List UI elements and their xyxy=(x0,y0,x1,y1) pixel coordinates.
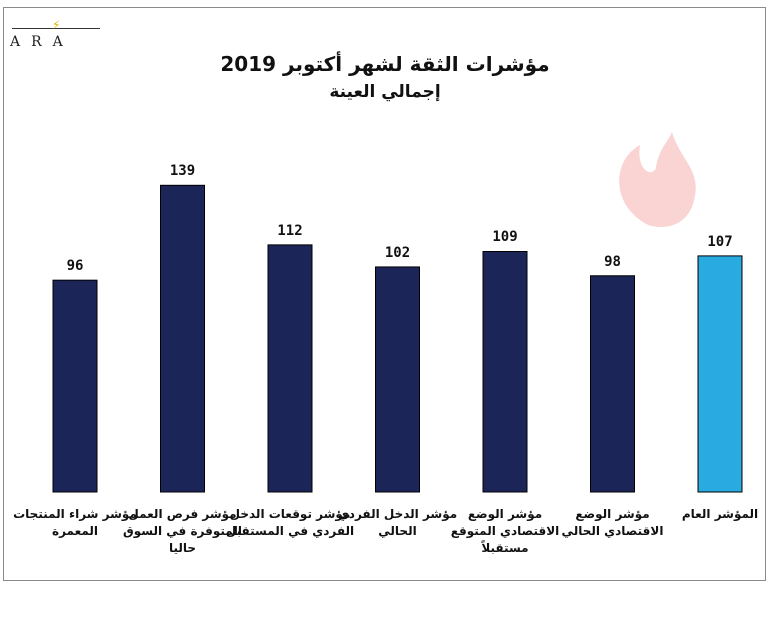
category-label-0: مؤشر شراء المنتجات المعمرة xyxy=(13,507,137,538)
bar-2 xyxy=(267,244,313,493)
bolt-icon: ⚡ xyxy=(52,18,61,32)
chart-subtitle: إجمالي العينة xyxy=(329,82,441,102)
data-label-1: 139 xyxy=(169,163,196,180)
bar-3 xyxy=(375,266,420,493)
bar-6 xyxy=(697,255,743,493)
logo-text: ARA xyxy=(10,34,74,50)
category-label-5: مؤشر الوضع الاقتصادي الحالي xyxy=(561,507,664,538)
category-label-4: مؤشر الوضع الاقتصادي المتوقع مستقبلاً xyxy=(450,507,560,555)
bar-4 xyxy=(482,250,528,493)
data-label-2: 112 xyxy=(277,222,303,239)
data-label-6: 107 xyxy=(707,233,733,250)
flame-watermark-icon xyxy=(619,132,696,228)
category-label-6: المؤشر العام xyxy=(681,507,759,521)
category-label-3: مؤشر الدخل الفردي الحالي xyxy=(337,507,458,538)
data-label-5: 98 xyxy=(604,253,621,270)
logo-line xyxy=(12,28,100,29)
category-label-1: مؤشر فرص العمل المتوفرة في السوق حاليا xyxy=(123,507,242,555)
bar-5 xyxy=(590,275,635,493)
data-label-0: 96 xyxy=(66,258,84,275)
category-label-2: مؤشر توقعات الدخل الفردي في المستقبل xyxy=(225,507,355,538)
bar-0 xyxy=(52,279,98,493)
data-label-3: 102 xyxy=(384,244,411,261)
watermark-flame xyxy=(619,132,696,228)
bar-1 xyxy=(160,184,205,493)
chart-title: مؤشرات الثقة لشهر أكتوبر 2019 xyxy=(220,52,550,76)
ara-logo: ⚡ ARA xyxy=(4,12,104,50)
data-label-4: 109 xyxy=(492,229,518,246)
